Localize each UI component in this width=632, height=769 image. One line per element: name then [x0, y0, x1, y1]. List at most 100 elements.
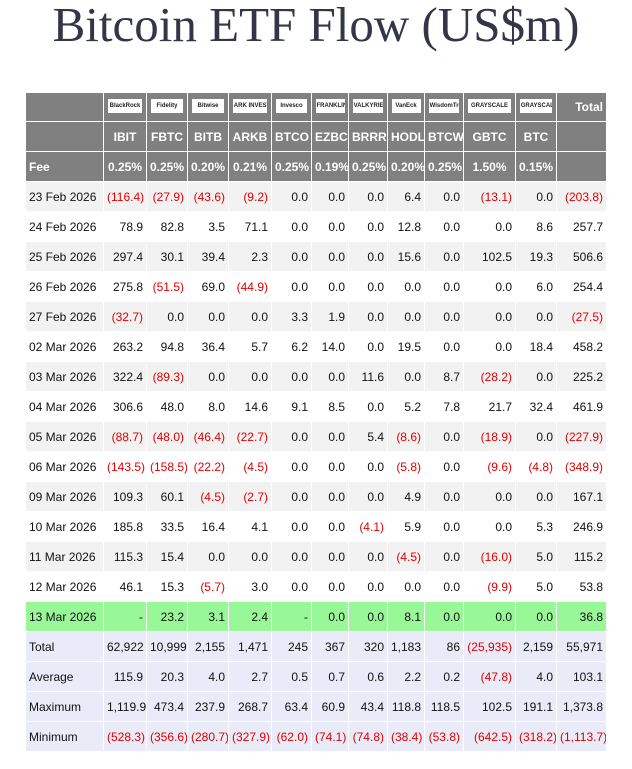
summary-row: Average 115.9 20.3 4.0 2.7 0.5 0.7 0.6 2.2 0.2 (47… [25, 661, 607, 692]
flow-value: 82.8 [160, 219, 184, 234]
flow-value: 0.0 [291, 279, 308, 294]
flow-value: (43.6) [187, 181, 229, 212]
flow-value: 36.4 [201, 339, 225, 354]
issuer-logo: VanEck [391, 98, 421, 113]
issuer-logo: GRAYSCALE [519, 98, 553, 113]
flow-value: 8.6 [536, 219, 553, 234]
flow-value: 15.6 [387, 241, 425, 272]
flow-value: 0.0 [228, 541, 272, 572]
data-row: 27 Feb 2026 (32.7) 0.0 0.0 0.0 3.3 1.9 0.0 0.0 0.… [25, 301, 607, 332]
fee: 0.25% [348, 151, 388, 182]
summary-value: 10,999 [146, 631, 188, 662]
flow-value: (143.5) [107, 459, 146, 474]
flow-value: 0.0 [328, 459, 345, 474]
summary-value: 20.3 [146, 661, 188, 692]
data-row: 24 Feb 2026 78.9 82.8 3.5 71.1 0.0 0.0 0.0 12.8 0… [26, 212, 607, 242]
flow-value: - [103, 601, 147, 632]
flow-value: 0.0 [271, 541, 312, 572]
flow-value: 0.0 [515, 181, 557, 212]
flow-value: 0.0 [328, 219, 345, 234]
fee-row: Fee 0.25% 0.25% 0.20% 0.21% 0.25% 0.19% 0.25% 0.… [25, 151, 607, 182]
flow-value: 0.0 [495, 219, 512, 234]
summary-value: (327.9) [228, 721, 272, 752]
flow-value: 0.0 [228, 361, 272, 392]
logo-row: BlackRock Fidelity Bitwise ARK INVEST Invesc… [25, 92, 607, 122]
flow-value: 19.5 [397, 339, 421, 354]
flow-value: 0.0 [271, 181, 312, 212]
date: 12 Mar 2026 [29, 579, 97, 594]
flow-value: 2.4 [228, 601, 272, 632]
flow-value: 461.9 [572, 399, 603, 414]
flow-value: 46.1 [119, 579, 143, 594]
flow-value: 5.4 [348, 421, 388, 452]
fee: 0.25% [146, 151, 188, 182]
summary-value: 1,183 [387, 631, 425, 662]
flow-value: 18.4 [529, 339, 553, 354]
ticker: BTCW [424, 121, 464, 152]
logo-cell: Fidelity [146, 92, 188, 122]
summary-value: 0.2 [424, 661, 464, 692]
summary-value: 1,471 [228, 631, 272, 662]
issuer-logo: GRAYSCALE [468, 98, 511, 113]
flow-value: 5.2 [404, 399, 421, 414]
issuer-logo: ARK INVEST [232, 98, 268, 113]
corner-cell [25, 92, 104, 122]
summary-value: 103.1 [556, 661, 607, 692]
flow-value: - [271, 601, 312, 632]
flow-value: (32.7) [103, 301, 147, 332]
flow-value: 15.4 [146, 541, 188, 572]
flow-value: 246.9 [572, 519, 603, 534]
flow-value: 115.2 [556, 541, 607, 572]
summary-value: (74.1) [311, 721, 349, 752]
flow-value: 0.0 [271, 241, 312, 272]
flow-value: 30.1 [146, 241, 188, 272]
flow-value: (203.8) [556, 181, 607, 212]
date: 11 Mar 2026 [25, 541, 104, 572]
flow-value: (9.6) [487, 459, 512, 474]
flow-value: (9.9) [487, 579, 512, 594]
date: 04 Mar 2026 [29, 399, 97, 414]
flow-value: (16.0) [463, 541, 516, 572]
flow-value: (4.5) [243, 459, 268, 474]
summary-value: 0.6 [348, 661, 388, 692]
flow-value: 322.4 [103, 361, 147, 392]
flow-value: 0.0 [328, 579, 345, 594]
flow-value: 0.0 [187, 301, 229, 332]
flow-value: 0.0 [187, 541, 229, 572]
summary-value: (642.5) [463, 721, 516, 752]
flow-value: (5.7) [200, 579, 225, 594]
summary-value: (1,113.7) [556, 721, 607, 752]
flow-value: 14.0 [321, 339, 345, 354]
summary-row: Maximum 1,119.9 473.4 237.9 268.7 63.4 60.9 43.… [25, 691, 607, 722]
data-row: 06 Mar 2026 (143.5) (158.5) (22.2) (4.5) 0.0 0… [26, 452, 607, 482]
flow-value: 0.0 [367, 219, 384, 234]
fee: 0.25% [271, 151, 312, 182]
flow-value: (89.3) [146, 361, 188, 392]
flow-value: 0.0 [424, 481, 464, 512]
flow-value: (8.6) [387, 421, 425, 452]
flow-value: 0.0 [443, 519, 460, 534]
flow-value: 0.0 [515, 481, 557, 512]
flow-value: (22.2) [193, 459, 225, 474]
flow-value: 254.4 [572, 279, 603, 294]
flow-value: 0.0 [443, 339, 460, 354]
summary-value: (62.0) [271, 721, 312, 752]
flow-value: (227.9) [556, 421, 607, 452]
flow-value: 11.6 [348, 361, 388, 392]
ticker: BRRR [348, 121, 388, 152]
flow-value: 297.4 [103, 241, 147, 272]
flow-value: (116.4) [103, 181, 147, 212]
summary-value: 320 [348, 631, 388, 662]
summary-value: (528.3) [103, 721, 147, 752]
logo-cell: Invesco [271, 92, 312, 122]
summary-value: 43.4 [348, 691, 388, 722]
flow-value: 102.5 [463, 241, 516, 272]
flow-value: 5.3 [536, 519, 553, 534]
title: Bitcoin ETF Flow (US$m) [52, 0, 580, 52]
flow-value: 0.0 [387, 361, 425, 392]
flow-value: 8.5 [328, 399, 345, 414]
flow-value: (48.0) [146, 421, 188, 452]
ticker: EZBC [311, 121, 349, 152]
flow-value: 0.0 [443, 279, 460, 294]
summary-value: 63.4 [271, 691, 312, 722]
